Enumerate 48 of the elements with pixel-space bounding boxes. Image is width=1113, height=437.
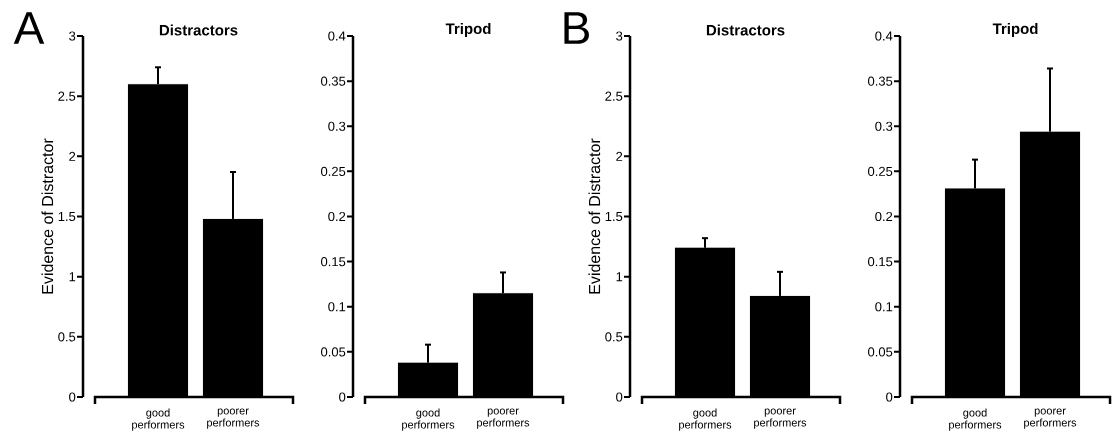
y-tick-label: 0.05 [868,347,893,357]
y-tick-label: 0.2 [875,211,893,222]
y-tick-label: 3 [69,31,76,41]
y-tick-label: 0.1 [328,302,346,312]
y-tick-label: 2 [616,151,623,161]
y-tick-label: 2.5 [605,91,623,101]
y-tick-label: 0.4 [328,31,346,41]
x-tick-label: poorer performers [754,408,807,429]
y-tick-label: 1.5 [605,211,623,222]
y-axis-title: Evidence of Distractor [588,138,601,294]
y-axis-title: Evidence of Distractor [41,138,54,294]
y-tick-label: 0.25 [868,166,893,176]
y-tick-label: 0 [69,392,76,402]
y-tick-label: 0.2 [328,211,346,222]
y-tick-label: 0.5 [58,332,76,342]
x-tick-label: good performers [132,408,185,431]
y-tick-label: 1 [69,272,76,282]
y-tick-label: 0.1 [875,302,893,312]
y-tick-label: 0.15 [321,257,346,267]
x-tick-label: poorer performers [477,408,530,429]
y-tick-label: 0.4 [875,31,893,41]
y-tick-label: 1 [616,272,623,282]
chart-title: Tripod [445,23,491,37]
chart-title: Tripod [992,23,1038,37]
y-tick-label: 0.35 [868,76,893,86]
x-tick-label: poorer performers [1024,408,1077,429]
y-tick-label: 0.25 [321,166,346,176]
chart-title: Distractors [159,24,238,36]
y-tick-label: 0.15 [868,257,893,267]
y-tick-label: 2.5 [58,91,76,101]
y-tick-label: 0.05 [321,347,346,357]
text: B [564,12,589,44]
y-tick-label: 0.5 [605,332,623,342]
x-tick-label: good performers [679,408,732,431]
x-tick-label: good performers [949,408,1002,431]
text: A [13,12,45,44]
chart-title: Distractors [706,24,785,36]
y-tick-label: 0.35 [321,76,346,86]
y-tick-label: 0 [339,392,346,402]
x-tick-label: poorer performers [207,408,260,429]
y-tick-label: 2 [69,151,76,161]
y-tick-label: 0.3 [875,121,893,131]
y-tick-label: 1.5 [58,211,76,222]
y-tick-label: 0.3 [328,121,346,131]
x-tick-label: good performers [402,408,455,431]
y-tick-label: 3 [616,31,623,41]
y-tick-label: 0 [616,392,623,402]
y-tick-label: 0 [886,392,893,402]
